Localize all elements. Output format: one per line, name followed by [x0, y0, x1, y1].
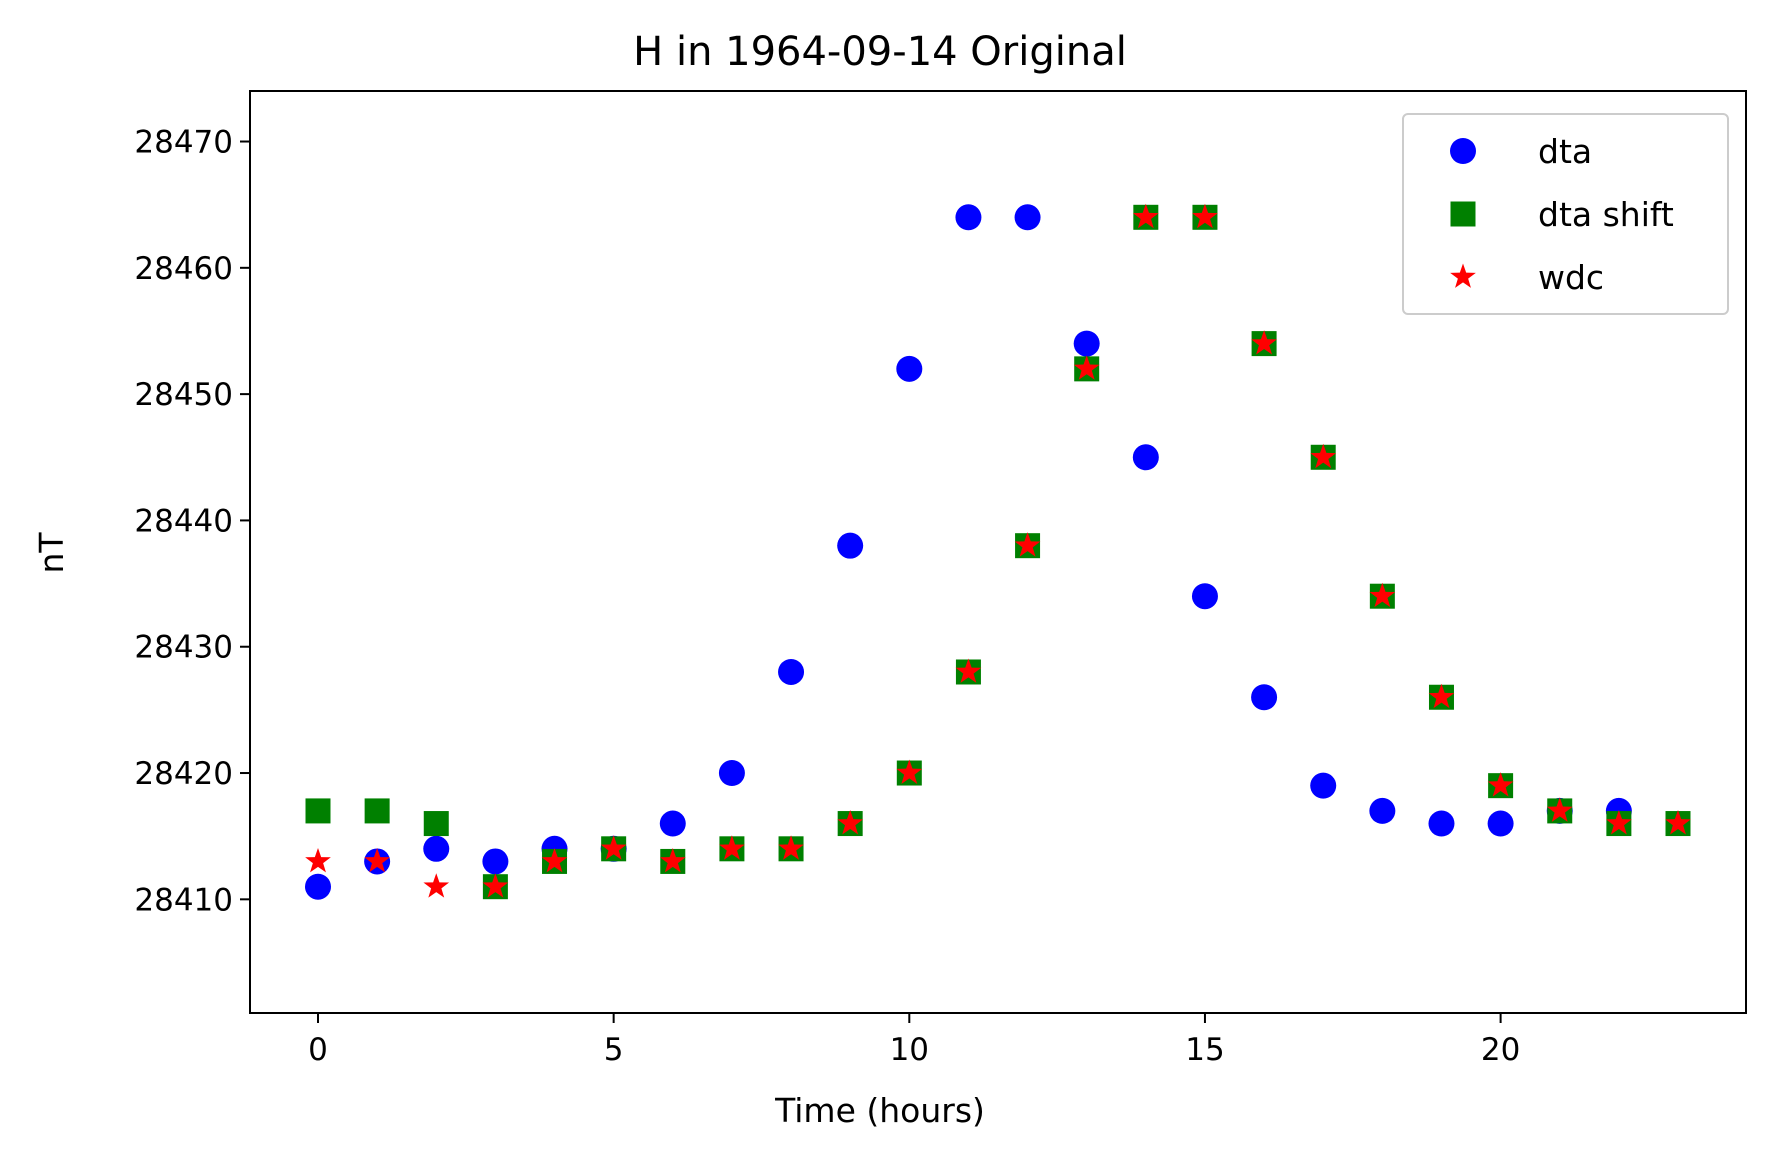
- y-tick-label: 28470: [134, 125, 233, 161]
- data-point: [1487, 810, 1514, 837]
- data-point: [1606, 810, 1632, 835]
- data-point: [1487, 772, 1514, 797]
- data-point: [1428, 810, 1455, 837]
- y-tick-label: 28440: [134, 503, 233, 539]
- chart-title: H in 1964-09-14 Original: [633, 29, 1127, 75]
- x-axis-label: Time (hours): [774, 1091, 985, 1130]
- series-star: [305, 203, 1691, 898]
- data-point: [955, 658, 982, 683]
- series-square: [305, 204, 1691, 900]
- data-point: [955, 204, 982, 231]
- data-point: [1310, 772, 1337, 799]
- data-point: [778, 835, 804, 860]
- y-tick-label: 28410: [134, 882, 233, 918]
- data-point: [1191, 583, 1218, 610]
- axis-ticks: 0 5 10 15 20 28410 28420 28430 28440 28450 28460 28…: [134, 125, 1520, 1068]
- y-axis-label: nT: [32, 532, 71, 574]
- x-tick-label: 15: [1185, 1032, 1224, 1068]
- data-point: [1251, 330, 1277, 355]
- legend-box: [1402, 113, 1729, 315]
- data-point: [482, 848, 509, 875]
- x-tick-label: 0: [308, 1032, 328, 1068]
- data-point: [305, 798, 331, 824]
- data-points: [305, 203, 1691, 900]
- x-tick-label: 20: [1481, 1032, 1520, 1068]
- data-point: [1428, 683, 1455, 709]
- data-point: [1310, 443, 1337, 469]
- data-point: [718, 760, 745, 787]
- legend-label: wdc: [1538, 258, 1604, 297]
- data-point: [719, 835, 745, 860]
- data-point: [1192, 203, 1218, 229]
- legend: dta dta shift wdc: [1402, 113, 1729, 315]
- data-point: [364, 798, 390, 824]
- data-point: [1014, 204, 1041, 231]
- data-point: [1251, 684, 1278, 711]
- data-point: [837, 532, 864, 559]
- data-point: [305, 873, 331, 900]
- data-point: [423, 835, 450, 862]
- data-point: [1073, 330, 1100, 357]
- x-tick-label: 5: [604, 1032, 624, 1068]
- data-point: [1665, 810, 1691, 835]
- data-point: [541, 847, 568, 873]
- legend-marker: [1450, 138, 1476, 164]
- y-tick-label: 28460: [134, 251, 233, 287]
- data-point: [364, 847, 390, 873]
- data-point: [1132, 203, 1159, 229]
- y-tick-label: 28430: [134, 630, 233, 666]
- data-point: [659, 847, 686, 873]
- y-tick-label: 28450: [134, 377, 233, 413]
- data-point: [659, 810, 686, 837]
- data-point: [423, 873, 450, 898]
- data-point: [896, 759, 923, 784]
- data-point: [482, 873, 509, 898]
- data-point: [1014, 532, 1041, 557]
- x-tick-label: 10: [890, 1032, 929, 1068]
- legend-marker: [1450, 201, 1476, 227]
- data-point: [1369, 797, 1396, 824]
- data-point: [896, 355, 923, 382]
- data-point: [1132, 444, 1159, 471]
- plot-frame: [249, 90, 1747, 1014]
- legend-marker: [1450, 263, 1476, 288]
- data-point: [837, 810, 864, 835]
- data-point: [1546, 797, 1573, 822]
- legend-label: dta shift: [1538, 195, 1674, 234]
- y-tick-label: 28420: [134, 756, 233, 792]
- data-point: [778, 658, 805, 685]
- data-point: [1369, 582, 1396, 608]
- data-point: [305, 847, 331, 873]
- data-point: [1073, 355, 1100, 380]
- data-point: [600, 835, 627, 860]
- data-point: [423, 811, 449, 837]
- legend-label: dta: [1538, 132, 1592, 171]
